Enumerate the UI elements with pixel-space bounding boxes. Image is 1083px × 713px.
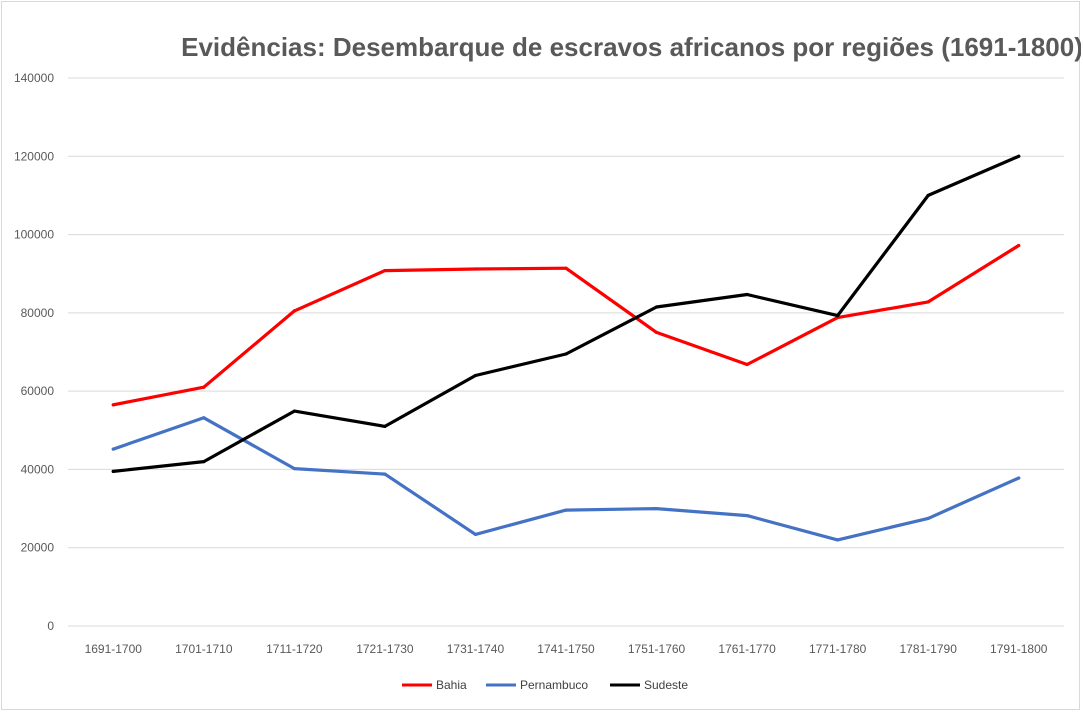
data-point-sudeste bbox=[383, 424, 387, 428]
data-point-sudeste bbox=[745, 292, 749, 297]
legend: Bahia Pernambuco Sudeste bbox=[402, 678, 688, 692]
data-point-sudeste bbox=[836, 313, 840, 318]
data-point-bahia bbox=[473, 267, 478, 271]
data-point-pernambuco bbox=[564, 508, 568, 512]
data-point-sudeste bbox=[564, 352, 568, 356]
x-tick-label: 1771-1780 bbox=[809, 642, 867, 656]
data-point-pernambuco bbox=[654, 506, 659, 511]
y-tick-label: 80000 bbox=[21, 306, 55, 320]
data-point-pernambuco bbox=[111, 447, 115, 451]
data-point-pernambuco bbox=[383, 472, 387, 476]
data-point-bahia bbox=[383, 268, 387, 273]
x-tick-label: 1761-1770 bbox=[718, 642, 776, 656]
x-tick-label: 1751-1760 bbox=[628, 642, 686, 656]
legend-label: Bahia bbox=[436, 678, 467, 692]
y-tick-label: 140000 bbox=[14, 71, 54, 85]
data-point-bahia bbox=[654, 330, 659, 335]
data-point-sudeste bbox=[926, 193, 930, 198]
x-axis: 1691-1700 1701-1710 1711-1720 1721-1730 1731… bbox=[85, 642, 1048, 656]
data-point-sudeste bbox=[473, 373, 478, 378]
data-point-sudeste bbox=[292, 409, 296, 413]
data-point-bahia bbox=[926, 300, 930, 304]
y-tick-label: 60000 bbox=[21, 384, 55, 398]
legend-label: Sudeste bbox=[644, 678, 688, 692]
x-tick-label: 1741-1750 bbox=[537, 642, 595, 656]
data-point-sudeste bbox=[202, 460, 206, 464]
data-point-pernambuco bbox=[836, 538, 840, 542]
data-point-bahia bbox=[1017, 243, 1021, 248]
y-axis: 0 20000 40000 60000 80000 100000 120000 140000 bbox=[14, 71, 54, 633]
x-tick-label: 1791-1800 bbox=[990, 642, 1048, 656]
x-tick-label: 1721-1730 bbox=[356, 642, 414, 656]
chart-title: Evidências: Desembarque de escravos afri… bbox=[181, 32, 1081, 62]
legend-item-pernambuco: Pernambuco bbox=[486, 678, 588, 692]
data-point-bahia bbox=[564, 266, 568, 270]
data-point-bahia bbox=[202, 385, 206, 389]
gridlines bbox=[68, 77, 1064, 627]
data-point-bahia bbox=[111, 403, 115, 407]
y-tick-label: 120000 bbox=[14, 149, 54, 163]
data-point-sudeste bbox=[111, 469, 115, 473]
x-tick-label: 1701-1710 bbox=[175, 642, 233, 656]
data-point-pernambuco bbox=[202, 416, 206, 420]
legend-item-bahia: Bahia bbox=[402, 678, 467, 692]
data-point-pernambuco bbox=[473, 532, 478, 537]
legend-label: Pernambuco bbox=[520, 678, 588, 692]
data-point-bahia bbox=[292, 309, 296, 313]
x-tick-label: 1711-1720 bbox=[266, 642, 323, 656]
data-point-pernambuco bbox=[1017, 476, 1021, 480]
y-tick-label: 0 bbox=[47, 619, 54, 633]
x-tick-label: 1781-1790 bbox=[899, 642, 957, 656]
series-lines bbox=[111, 154, 1021, 542]
x-tick-label: 1731-1740 bbox=[447, 642, 505, 656]
y-tick-label: 20000 bbox=[21, 541, 55, 555]
x-tick-label: 1691-1700 bbox=[85, 642, 143, 656]
data-point-pernambuco bbox=[745, 514, 749, 518]
data-point-bahia bbox=[745, 362, 749, 367]
data-point-pernambuco bbox=[292, 467, 296, 471]
legend-item-sudeste: Sudeste bbox=[610, 678, 688, 692]
data-point-sudeste bbox=[654, 305, 659, 309]
y-tick-label: 100000 bbox=[14, 228, 54, 242]
series-line-sudeste bbox=[111, 154, 1021, 473]
data-point-pernambuco bbox=[926, 516, 930, 520]
data-point-sudeste bbox=[1017, 154, 1021, 158]
y-tick-label: 40000 bbox=[21, 462, 55, 476]
